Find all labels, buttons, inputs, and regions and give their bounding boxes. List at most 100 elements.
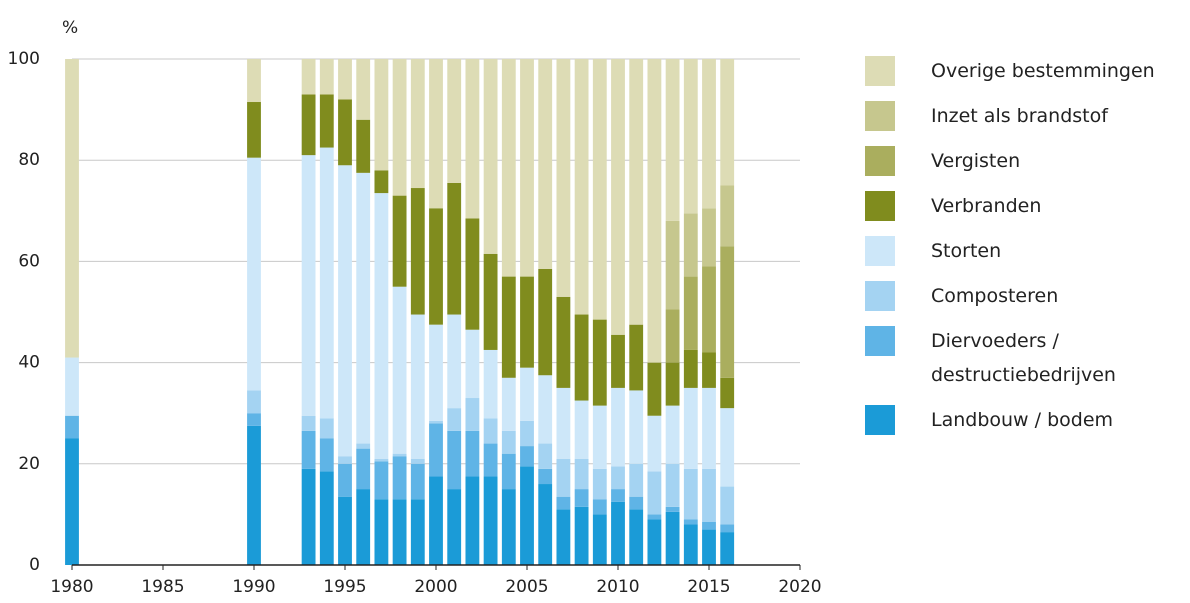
bar-segment xyxy=(410,463,425,500)
bar-segment xyxy=(247,102,261,158)
bar-segment xyxy=(720,486,735,525)
bar-segment xyxy=(665,309,680,363)
bar-segment xyxy=(319,438,334,472)
bar-segment xyxy=(520,446,534,467)
bar-segment xyxy=(574,314,589,401)
bar-segment xyxy=(647,59,662,363)
legend-item: Storten xyxy=(865,236,1185,268)
bar-segment xyxy=(410,458,425,464)
bar-segment xyxy=(720,377,735,409)
legend-swatch xyxy=(865,101,895,131)
bar-segment xyxy=(447,489,462,565)
bar-segment xyxy=(592,499,607,515)
bar-segment xyxy=(392,453,407,457)
bar-segment xyxy=(465,218,480,330)
bar-segment xyxy=(338,456,352,464)
bar-segment xyxy=(374,59,389,171)
y-tick-label: 100 xyxy=(8,49,40,69)
bar-segment xyxy=(501,430,516,454)
legend-label: Composteren xyxy=(931,285,1059,307)
bar-segment xyxy=(702,521,716,530)
bar-segment xyxy=(319,147,334,419)
bar-segment xyxy=(483,59,498,254)
bar-segment xyxy=(556,458,571,497)
bar-segment xyxy=(410,499,425,565)
legend-swatch xyxy=(865,191,895,221)
bar-segment xyxy=(702,387,716,469)
bar-segment xyxy=(374,193,389,459)
bar-segment xyxy=(720,59,735,186)
bar-segment xyxy=(483,476,498,565)
bar-segment xyxy=(592,514,607,565)
bar-segment xyxy=(429,59,443,209)
bar-segment xyxy=(702,208,716,267)
bar-segment xyxy=(374,170,389,194)
bar-segment xyxy=(538,443,553,469)
bar-segment xyxy=(501,59,516,277)
x-tick-label: 2015 xyxy=(687,577,730,597)
bar-segment xyxy=(356,443,371,449)
bar-segment xyxy=(556,496,571,510)
bar-segment xyxy=(665,511,680,565)
bar-segment xyxy=(483,253,498,350)
bar-segment xyxy=(392,286,407,454)
bar-segment xyxy=(556,59,571,297)
bar-segment xyxy=(392,456,407,500)
bar-segment xyxy=(702,266,716,353)
bar-segment xyxy=(374,461,389,500)
bar-segment xyxy=(501,276,516,378)
bar-segment xyxy=(538,268,553,376)
bar-segment xyxy=(465,59,480,219)
bar-segment xyxy=(702,468,716,522)
legend-item: Composteren xyxy=(865,281,1185,313)
bar-segment xyxy=(465,398,480,431)
bar-segment xyxy=(538,468,553,485)
bar-segment xyxy=(374,499,389,565)
bar-segment xyxy=(501,453,516,490)
bar-segment xyxy=(319,94,334,148)
bar-segment xyxy=(501,377,516,431)
bar-segment xyxy=(465,476,480,565)
bar-segment xyxy=(429,208,443,325)
bar-segment xyxy=(447,59,462,183)
bar-segment xyxy=(629,59,644,325)
bar-segment xyxy=(538,59,553,269)
legend-label: Landbouw / bodem xyxy=(931,409,1114,431)
bar-segment xyxy=(447,430,462,490)
bar-segment xyxy=(520,59,534,277)
bar-segment xyxy=(647,519,662,565)
bar-segment xyxy=(683,276,698,350)
bar-segment xyxy=(647,471,662,515)
y-tick-label: 60 xyxy=(18,251,40,271)
bar-segment xyxy=(592,59,607,320)
bar-segment xyxy=(611,489,625,502)
bar-segment xyxy=(592,405,607,469)
bar-segment xyxy=(65,415,79,439)
bar-segment xyxy=(65,357,79,416)
bar-segment xyxy=(629,463,644,497)
bar-segment xyxy=(520,466,534,565)
bar-segment xyxy=(665,506,680,512)
bar-segment xyxy=(683,524,698,565)
legend-item: Inzet als brandstof xyxy=(865,101,1185,133)
x-tick-label: 1980 xyxy=(50,577,93,597)
bar-segment xyxy=(629,324,644,391)
bar-segment xyxy=(629,509,644,565)
legend-item: Landbouw / bodem xyxy=(865,405,1185,437)
bar-segment xyxy=(429,476,443,565)
bar-segment xyxy=(501,489,516,565)
legend-item: Diervoeders / destructiebedrijven xyxy=(865,326,1185,392)
bar-segment xyxy=(301,430,316,469)
bar-segment xyxy=(447,408,462,431)
bar-segment xyxy=(611,466,625,490)
bar-segment xyxy=(429,420,443,424)
bar-segment xyxy=(520,367,534,421)
chart: % 0 20 40 60 80 100 1980 1985 1990 1995 2000 2005 20… xyxy=(8,18,822,597)
bar-segment xyxy=(720,524,735,533)
x-tick-label: 2020 xyxy=(778,577,821,597)
bar-segment xyxy=(338,59,352,100)
legend-label: Overige bestemmingen xyxy=(931,60,1155,82)
legend-swatch xyxy=(865,146,895,176)
bar-segment xyxy=(356,119,371,173)
